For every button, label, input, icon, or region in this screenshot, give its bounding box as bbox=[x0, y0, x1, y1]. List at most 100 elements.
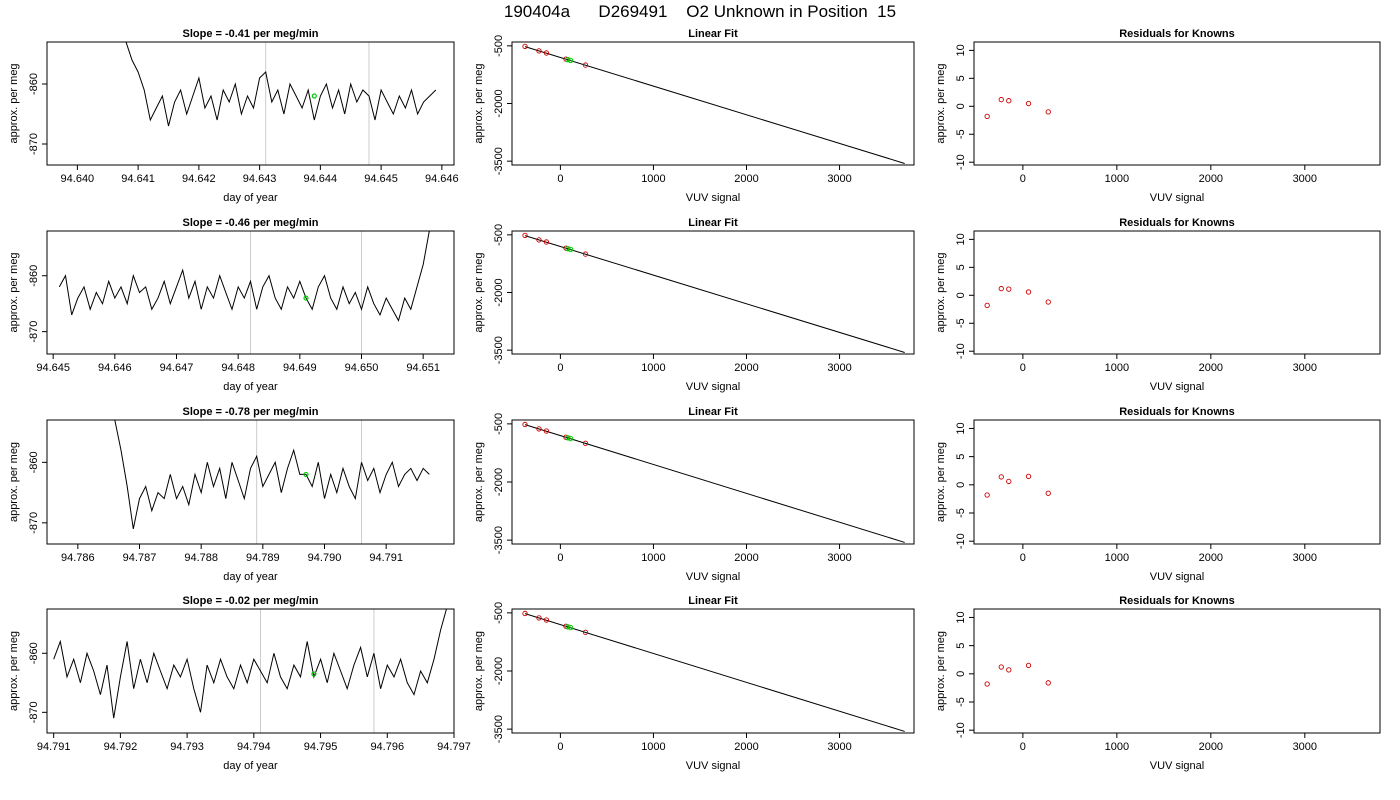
x-axis-label: VUV signal bbox=[686, 571, 740, 583]
x-tick-label: 94.794 bbox=[237, 741, 271, 753]
x-tick-label: 2000 bbox=[734, 362, 758, 374]
known-point bbox=[582, 62, 589, 68]
y-tick-label: 10 bbox=[955, 233, 967, 245]
unknown-point bbox=[565, 56, 571, 63]
known-point bbox=[1045, 680, 1051, 686]
trace-line bbox=[58, 231, 430, 322]
y-tick-label: 5 bbox=[955, 264, 967, 270]
y-axis-label: approx. per meg bbox=[8, 631, 20, 711]
plot-data bbox=[984, 96, 1051, 120]
y-tick-label: -5 bbox=[955, 697, 967, 707]
unknown-point bbox=[565, 245, 571, 252]
x-tick-label: 94.787 bbox=[123, 552, 157, 564]
y-axis-label: approx. per meg bbox=[935, 631, 947, 711]
x-tick-label: 94.645 bbox=[364, 173, 398, 185]
y-tick-label: 10 bbox=[955, 611, 967, 623]
plot-frame bbox=[46, 608, 455, 734]
x-tick-label: 94.640 bbox=[61, 173, 95, 185]
unknown-point bbox=[311, 93, 317, 99]
panel-title: Residuals for Knowns bbox=[1119, 28, 1235, 40]
plot-data bbox=[522, 232, 905, 353]
unknown-point bbox=[567, 246, 574, 253]
x-tick-label: 1000 bbox=[1105, 362, 1129, 374]
x-tick-label: 94.649 bbox=[283, 362, 317, 374]
panel-1-2: Residuals for Knowns 0 1000 2000 3000 10 5 0 -5 -… bbox=[935, 217, 1381, 393]
panel-title: Residuals for Knowns bbox=[1119, 595, 1235, 607]
y-tick-label: 10 bbox=[955, 44, 967, 56]
y-tick-label: 0 bbox=[955, 103, 967, 109]
plot-frame bbox=[973, 41, 1381, 166]
unknown-point bbox=[311, 671, 317, 677]
known-point bbox=[998, 96, 1004, 103]
unknown-point bbox=[565, 624, 571, 630]
panel-2-0: Slope = -0.78 per meg/min 94.786 94.787 94.… bbox=[8, 406, 455, 583]
plot-frame bbox=[511, 419, 915, 545]
page-title: 190404a D269491 O2 Unknown in Position 1… bbox=[503, 2, 897, 21]
unknown-point bbox=[303, 471, 309, 478]
x-tick-label: 0 bbox=[1020, 173, 1026, 185]
x-tick-label: 1000 bbox=[641, 552, 665, 564]
plot-data bbox=[522, 610, 905, 732]
y-tick-label: 0 bbox=[955, 292, 967, 298]
known-point bbox=[1025, 100, 1032, 107]
y-axis-label: approx. per meg bbox=[8, 252, 20, 332]
y-tick-label: -2000 bbox=[493, 468, 505, 496]
x-tick-label: 2000 bbox=[1199, 362, 1223, 374]
y-tick-label: -870 bbox=[28, 321, 40, 343]
known-point bbox=[1006, 98, 1012, 104]
x-tick-label: 0 bbox=[557, 173, 563, 185]
known-point bbox=[543, 50, 550, 56]
unknown-point bbox=[565, 435, 571, 441]
plot-data bbox=[984, 285, 1051, 309]
x-tick-label: 3000 bbox=[827, 741, 851, 753]
y-tick-label: 5 bbox=[955, 454, 967, 460]
y-tick-label: -5 bbox=[955, 318, 967, 328]
x-tick-label: 1000 bbox=[641, 362, 665, 374]
panel-title: Slope = -0.46 per meg/min bbox=[182, 217, 318, 229]
plot-data bbox=[58, 231, 430, 322]
plot-frame bbox=[973, 230, 1381, 355]
x-axis-label: VUV signal bbox=[686, 192, 740, 204]
x-axis-label: VUV signal bbox=[1150, 192, 1204, 204]
panel-3-2: Residuals for Knowns 0 1000 2000 3000 10 5 0 -5 -… bbox=[935, 595, 1381, 772]
x-tick-label: 0 bbox=[1020, 362, 1026, 374]
known-point bbox=[522, 232, 528, 239]
y-axis-label: approx. per meg bbox=[8, 442, 20, 522]
known-point bbox=[984, 492, 990, 498]
panel-title: Slope = -0.41 per meg/min bbox=[182, 28, 318, 40]
x-tick-label: 3000 bbox=[1293, 362, 1317, 374]
x-tick-label: 94.642 bbox=[182, 173, 216, 185]
y-tick-label: -3500 bbox=[493, 715, 505, 743]
known-point bbox=[1006, 478, 1012, 485]
known-point bbox=[582, 251, 589, 257]
x-tick-label: 94.795 bbox=[304, 741, 338, 753]
x-tick-label: 2000 bbox=[1199, 741, 1223, 753]
x-tick-label: 94.646 bbox=[98, 362, 132, 374]
plot-frame bbox=[511, 41, 915, 166]
unknown-point bbox=[567, 435, 574, 442]
y-tick-label: -870 bbox=[28, 512, 40, 534]
panel-title: Linear Fit bbox=[688, 217, 738, 229]
y-tick-label: -10 bbox=[955, 343, 967, 359]
x-tick-label: 94.641 bbox=[121, 173, 155, 185]
y-tick-label: 5 bbox=[955, 643, 967, 649]
x-tick-label: 94.796 bbox=[370, 741, 404, 753]
known-point bbox=[998, 664, 1004, 670]
y-axis-label: approx. per meg bbox=[473, 252, 485, 332]
y-tick-label: -860 bbox=[28, 642, 40, 664]
x-tick-label: 94.647 bbox=[160, 362, 194, 374]
x-axis-label: day of year bbox=[223, 192, 278, 204]
plot-data bbox=[984, 473, 1051, 498]
panel-title: Linear Fit bbox=[688, 406, 738, 418]
trace-line bbox=[114, 420, 430, 530]
x-tick-label: 0 bbox=[557, 741, 563, 753]
known-point bbox=[984, 681, 990, 687]
y-tick-label: -870 bbox=[28, 701, 40, 723]
x-tick-label: 94.644 bbox=[304, 173, 338, 185]
y-tick-label: -860 bbox=[28, 451, 40, 473]
unknown-point bbox=[567, 57, 574, 64]
x-tick-label: 1000 bbox=[641, 741, 665, 753]
y-tick-label: -870 bbox=[28, 133, 40, 155]
panel-title: Slope = -0.78 per meg/min bbox=[182, 406, 318, 418]
